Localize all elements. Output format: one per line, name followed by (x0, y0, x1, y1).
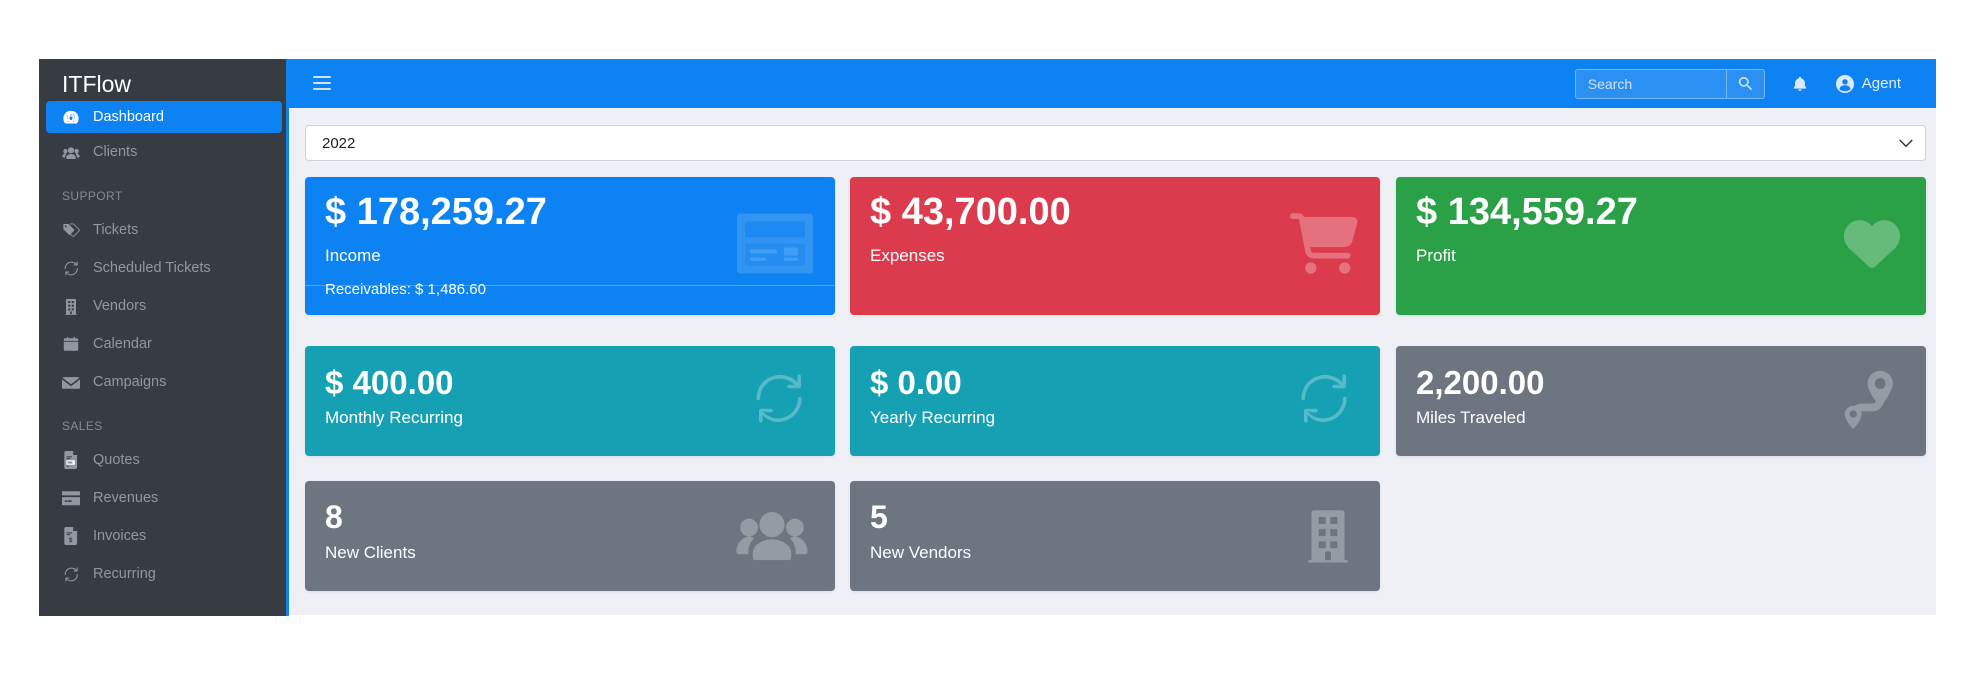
svg-text:$: $ (68, 537, 72, 544)
